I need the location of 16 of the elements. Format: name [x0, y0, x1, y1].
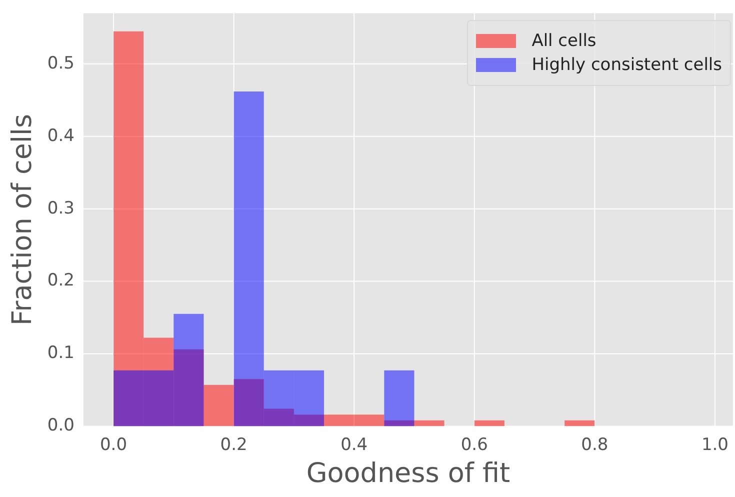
- y-tick-label: 0.4: [47, 126, 74, 146]
- y-tick-label: 0.1: [47, 343, 74, 364]
- legend-label: Highly consistent cells: [532, 55, 722, 75]
- x-tick-label: 0.6: [460, 434, 488, 455]
- y-tick-label: 0.5: [47, 53, 74, 74]
- y-tick-label: 0.2: [47, 270, 74, 291]
- y-axis-title: Fraction of cells: [7, 114, 38, 326]
- y-tick-label: 0.3: [47, 198, 74, 218]
- legend-label: All cells: [532, 31, 596, 51]
- x-axis-title: Goodness of fit: [306, 458, 510, 489]
- x-tick-label: 0.0: [100, 434, 128, 455]
- x-tick-label: 0.4: [340, 434, 368, 455]
- x-tick-label: 0.8: [581, 434, 608, 455]
- x-tick-label: 0.2: [220, 434, 248, 455]
- y-tick-label: 0.0: [47, 416, 74, 436]
- x-tick-label: 1.0: [701, 434, 728, 455]
